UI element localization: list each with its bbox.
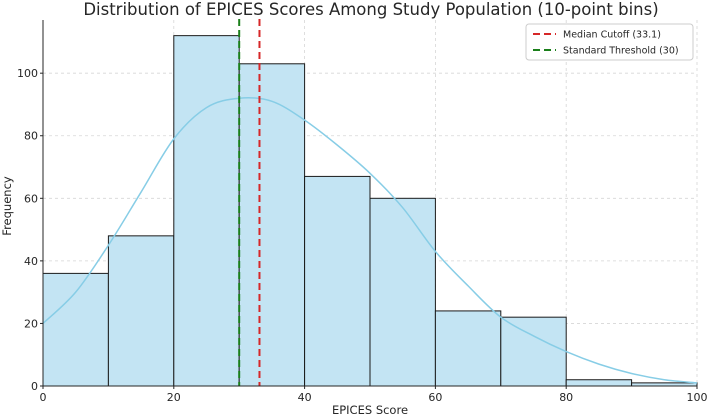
y-tick-label: 20 xyxy=(24,317,38,330)
x-tick-label: 80 xyxy=(559,391,573,404)
kde-layer xyxy=(42,96,698,384)
histogram-bar-0-10 xyxy=(42,272,109,387)
legend-box xyxy=(525,23,694,61)
histogram-bar-50-60 xyxy=(369,197,436,387)
legend-label: Median Cutoff (33.1) xyxy=(563,30,661,41)
x-tick-label: 100 xyxy=(687,391,708,404)
y-tick-label: 60 xyxy=(24,192,38,205)
x-tick-label: 20 xyxy=(167,391,181,404)
y-tick-label: 40 xyxy=(24,255,38,268)
reference-lines xyxy=(238,19,261,386)
axes xyxy=(42,20,697,387)
y-axis-label: Frequency xyxy=(0,176,14,236)
histogram-bar-20-30 xyxy=(173,35,240,387)
x-tick-label: 40 xyxy=(298,391,312,404)
histogram-bar-60-70 xyxy=(434,310,502,387)
x-tick-label: 60 xyxy=(428,391,442,404)
histogram-bar-40-50 xyxy=(304,175,371,387)
legend: Median Cutoff (33.1) Standard Threshold (… xyxy=(525,23,694,61)
tick-labels: 0 20 40 60 80 100 0 20 40 60 80 100 xyxy=(17,67,708,404)
chart-title: Distribution of EPICES Scores Among Stud… xyxy=(83,0,658,19)
histogram-bars xyxy=(42,35,698,387)
histogram-bar-10-20 xyxy=(107,235,175,387)
legend-label: Standard Threshold (30) xyxy=(563,46,679,57)
x-axis-label: EPICES Score xyxy=(332,403,408,417)
kde-curve xyxy=(42,96,698,384)
x-tick-label: 0 xyxy=(40,391,47,404)
histogram-bar-70-80 xyxy=(500,316,567,387)
y-tick-label: 100 xyxy=(17,67,38,80)
y-tick-label: 0 xyxy=(31,380,38,393)
histogram-bar-80-90 xyxy=(565,379,633,387)
histogram-bar-30-40 xyxy=(238,63,306,387)
y-tick-label: 80 xyxy=(24,130,38,143)
